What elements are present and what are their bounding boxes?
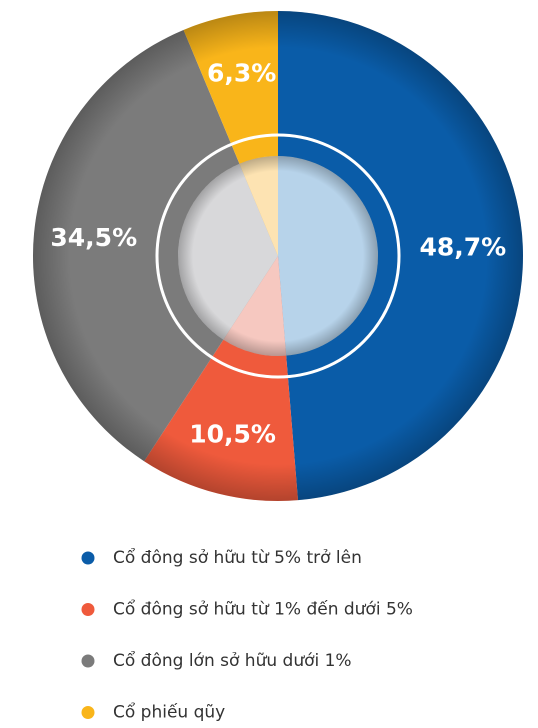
value-label: 6,3% (207, 59, 276, 88)
legend-label: Cổ đông sở hữu từ 1% đến dưới 5% (113, 599, 413, 620)
value-label: 48,7% (419, 232, 506, 261)
legend-marker (81, 706, 95, 719)
value-label: 10,5% (189, 419, 276, 448)
ring (155, 133, 401, 379)
legend-label: Cổ đông lớn sở hữu dưới 1% (113, 650, 352, 671)
legend-marker (81, 654, 95, 668)
legend-label: Cổ phiếu qũy (113, 702, 225, 723)
legend: Cổ đông sở hữu từ 5% trở lên Cổ đông sở h… (81, 547, 413, 723)
legend-marker (81, 603, 95, 616)
legend-label: Cổ đông sở hữu từ 5% trở lên (113, 547, 362, 568)
value-label: 34,5% (50, 223, 137, 252)
pie: 48,7% 10,5% 34,5% 6,3% (32, 11, 523, 501)
inner-shade (178, 156, 378, 356)
legend-marker (81, 551, 95, 565)
